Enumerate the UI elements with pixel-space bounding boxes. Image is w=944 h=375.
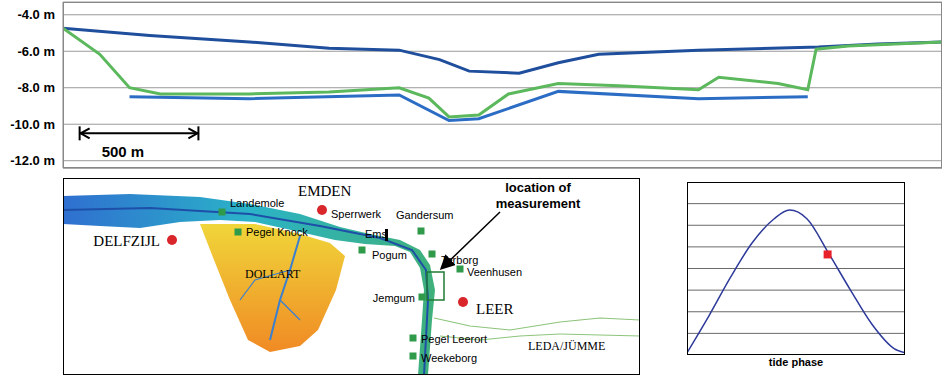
svg-text:Jemgum: Jemgum [373, 292, 415, 304]
svg-text:-6.0 m: -6.0 m [17, 44, 55, 59]
svg-text:-12.0 m: -12.0 m [10, 153, 55, 168]
svg-text:Pegel Knock: Pegel Knock [246, 226, 308, 238]
svg-text:LEDA/JÜMME: LEDA/JÜMME [528, 339, 605, 353]
svg-text:500 m: 500 m [102, 143, 145, 160]
svg-text:Landemole: Landemole [230, 197, 284, 209]
svg-text:Veenhusen: Veenhusen [467, 266, 522, 278]
svg-text:Terborg: Terborg [441, 254, 478, 266]
svg-text:Pegel Leerort: Pegel Leerort [421, 333, 487, 345]
html-text:tide phase: tide phase [768, 356, 824, 368]
svg-text:LEER: LEER [476, 301, 514, 317]
svg-text:Gandersum: Gandersum [396, 209, 453, 221]
svg-text:EMDEN: EMDEN [298, 183, 351, 199]
html-text:location of measurement: location of measurement [495, 180, 581, 211]
svg-text:-4.0 m: -4.0 m [17, 7, 55, 22]
svg-text:-8.0 m: -8.0 m [17, 80, 55, 95]
svg-text:DOLLART: DOLLART [245, 267, 301, 281]
svg-text:DELFZIJL: DELFZIJL [93, 233, 160, 249]
svg-text:-10.0 m: -10.0 m [10, 117, 55, 132]
svg-text:Sperrwerk: Sperrwerk [331, 208, 382, 220]
svg-text:Pogum: Pogum [372, 249, 407, 261]
svg-text:Ems: Ems [365, 228, 388, 240]
svg-text:Weekeborg: Weekeborg [421, 352, 477, 364]
